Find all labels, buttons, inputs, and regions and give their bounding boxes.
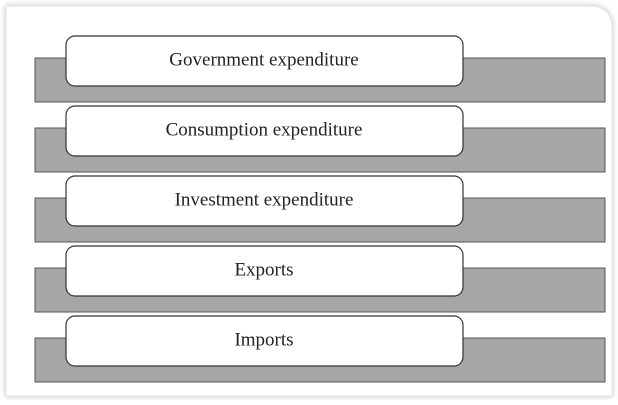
label: Investment expenditure: [175, 189, 354, 210]
label: Imports: [234, 329, 293, 350]
label-box: [65, 245, 464, 297]
label: Government expenditure: [169, 49, 358, 70]
label-box: [65, 35, 464, 87]
label: Consumption expenditure: [166, 119, 363, 140]
label-box: [65, 315, 464, 367]
label-box: [65, 105, 464, 157]
label-box: [65, 175, 464, 227]
label: Exports: [234, 259, 293, 280]
rows: Government expenditure Consumption expend…: [34, 35, 606, 383]
